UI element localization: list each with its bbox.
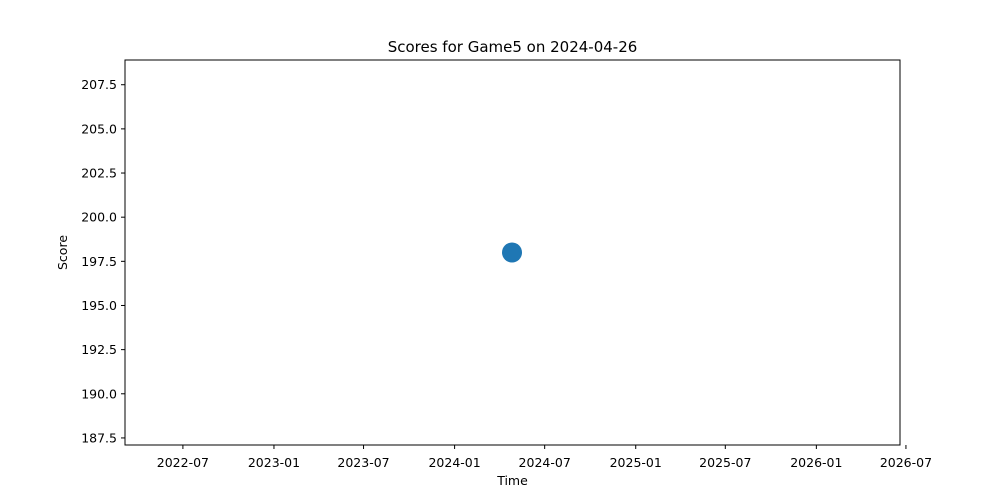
y-tick-label: 207.5 bbox=[81, 77, 117, 92]
x-axis-label: Time bbox=[496, 473, 528, 488]
x-tick-label: 2024-01 bbox=[428, 455, 480, 470]
y-tick-label: 192.5 bbox=[81, 342, 117, 357]
y-axis-label: Score bbox=[55, 235, 70, 270]
y-tick-label: 190.0 bbox=[81, 386, 117, 401]
x-axis: 2022-07 2023-01 2023-07 2024-01 2024-07 2025-… bbox=[157, 445, 932, 470]
x-tick-label: 2024-07 bbox=[519, 455, 571, 470]
data-point bbox=[502, 242, 523, 263]
y-tick-label: 187.5 bbox=[81, 430, 117, 445]
y-axis: 187.5 190.0 192.5 195.0 197.5 200.0 202.5 205.0… bbox=[81, 77, 125, 445]
data-points bbox=[502, 242, 523, 263]
x-tick-label: 2026-07 bbox=[880, 455, 932, 470]
chart-title: Scores for Game5 on 2024-04-26 bbox=[388, 38, 638, 56]
y-tick-label: 202.5 bbox=[81, 166, 117, 181]
x-tick-label: 2025-07 bbox=[699, 455, 751, 470]
y-tick-label: 195.0 bbox=[81, 298, 117, 313]
y-tick-label: 205.0 bbox=[81, 121, 117, 136]
y-tick-label: 200.0 bbox=[81, 210, 117, 225]
x-tick-label: 2022-07 bbox=[157, 455, 209, 470]
y-tick-label: 197.5 bbox=[81, 254, 117, 269]
x-tick-label: 2025-01 bbox=[610, 455, 662, 470]
x-tick-label: 2023-01 bbox=[248, 455, 300, 470]
x-tick-label: 2023-07 bbox=[337, 455, 389, 470]
x-tick-label: 2026-01 bbox=[790, 455, 842, 470]
